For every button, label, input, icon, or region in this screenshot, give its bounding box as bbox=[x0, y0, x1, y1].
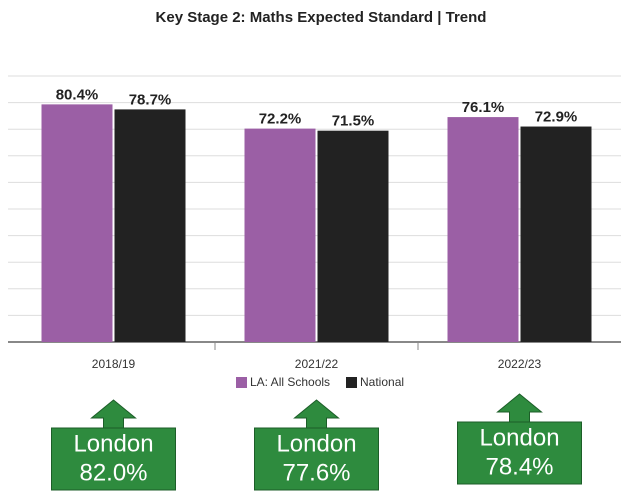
annotation-arrow bbox=[90, 399, 137, 429]
x-tick-label: 2018/19 bbox=[92, 357, 136, 371]
annotation-text: London bbox=[276, 430, 356, 457]
value-label: 78.7% bbox=[129, 91, 172, 108]
annotation-text: London bbox=[479, 424, 559, 451]
bar bbox=[447, 117, 519, 343]
value-label: 72.9% bbox=[535, 109, 578, 126]
legend-swatch bbox=[236, 377, 247, 388]
value-label: 71.5% bbox=[332, 113, 375, 130]
x-tick-label: 2022/23 bbox=[498, 357, 542, 371]
annotation-text: 82.0% bbox=[79, 459, 147, 486]
annotation-text: 78.4% bbox=[485, 453, 553, 480]
value-label: 76.1% bbox=[462, 99, 505, 116]
annotation-text: London bbox=[73, 430, 153, 457]
legend-label: LA: All Schools bbox=[250, 375, 330, 389]
annotation-box bbox=[254, 427, 379, 491]
chart-title: Key Stage 2: Maths Expected Standard | T… bbox=[156, 9, 487, 26]
bar bbox=[244, 128, 316, 342]
legend-swatch bbox=[346, 377, 357, 388]
annotation-arrow bbox=[496, 393, 543, 423]
value-label: 72.2% bbox=[259, 111, 302, 128]
annotation-text: 77.6% bbox=[282, 459, 350, 486]
x-tick-label: 2021/22 bbox=[295, 357, 339, 371]
bar bbox=[520, 126, 592, 342]
bar bbox=[114, 109, 186, 342]
annotation-box bbox=[51, 427, 176, 491]
legend-label: National bbox=[360, 375, 404, 389]
bar bbox=[41, 104, 113, 342]
annotation-arrow bbox=[293, 399, 340, 429]
value-label: 80.4% bbox=[56, 86, 99, 103]
bar bbox=[317, 130, 389, 342]
annotation-box bbox=[457, 421, 582, 485]
